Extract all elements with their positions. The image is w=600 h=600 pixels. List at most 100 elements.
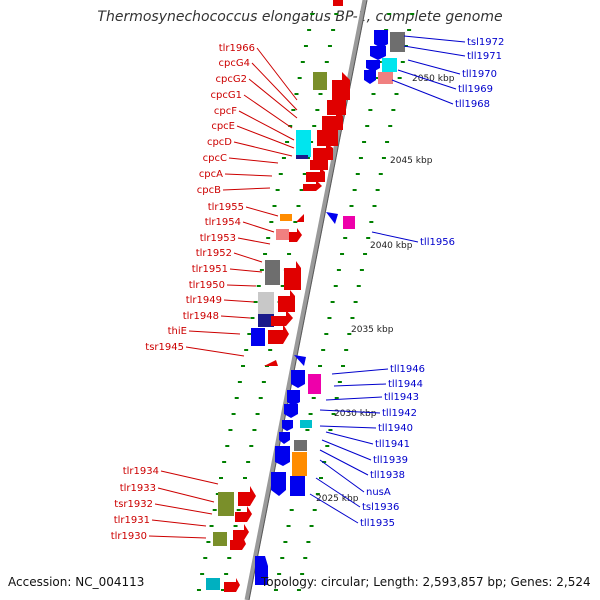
gene-label-tsr1945: tsr1945 [145, 342, 184, 353]
gene-label-cpcF: cpcF [214, 106, 237, 117]
gene-label-tlr1948: tlr1948 [183, 311, 219, 322]
gene-arrow [322, 110, 343, 130]
leader-line [407, 59, 461, 75]
gene-box [218, 492, 234, 516]
gene-label-tsl1972: tsl1972 [467, 37, 504, 48]
gene-box [300, 420, 312, 428]
gene-label-cpcD: cpcD [207, 137, 232, 148]
leader-line [185, 346, 245, 357]
gene-arrow [264, 360, 278, 366]
gene-box [378, 72, 393, 84]
leader-line [222, 187, 271, 191]
gene-arrow [282, 420, 293, 431]
gene-arrow [279, 432, 290, 444]
gene-arrow [230, 535, 246, 550]
gene-label-tll1970: tll1970 [462, 69, 497, 80]
gene-arrow [271, 472, 286, 496]
gene-arrow [366, 60, 380, 72]
leader-line [397, 69, 457, 90]
gene-label-tlr1931: tlr1931 [114, 515, 150, 526]
leader-line [251, 62, 298, 111]
gene-label-tlr1934: tlr1934 [123, 466, 159, 477]
gene-arrow [235, 506, 252, 522]
gene-box [276, 229, 289, 240]
gene-label-cpcC: cpcC [203, 153, 227, 164]
gene-label-tll1938: tll1938 [370, 470, 405, 481]
gene-arrow [275, 446, 290, 466]
forward-gene-labels: tlr1966 cpcG4 cpcG2 cpcG1 cpcF cpcE cpcD cpcC cp… [111, 43, 255, 542]
gene-label-tll1943: tll1943 [384, 392, 419, 403]
leader-line [319, 425, 377, 429]
gene-box [313, 72, 327, 90]
gene-label-tll1939: tll1939 [373, 455, 408, 466]
topology-text: Topology: circular; Length: 2,593,857 bp… [261, 575, 591, 589]
leader-line [319, 449, 369, 476]
gene-label-tsr1932: tsr1932 [114, 499, 153, 510]
gene-label-cpcG2: cpcG2 [216, 74, 247, 85]
leader-line [160, 470, 219, 485]
gene-arrow [303, 180, 322, 191]
leader-line [220, 315, 251, 319]
gene-label-tlr1933: tlr1933 [120, 483, 156, 494]
gene-arrow [291, 370, 305, 388]
gene-arrow [370, 46, 386, 60]
leader-line [245, 206, 279, 217]
gene-arrow [268, 324, 289, 344]
gene-arrow [284, 404, 298, 418]
gene-label-tlr1949: tlr1949 [186, 295, 222, 306]
leader-line [237, 237, 271, 245]
leader-line [226, 284, 257, 287]
label-leader-lines [148, 35, 466, 539]
kbp-label: 2030 kbp [334, 409, 377, 419]
accession-text: Accession: NC_004113 [8, 575, 145, 589]
gene-label-nusA: nusA [366, 487, 391, 498]
gene-box [382, 58, 397, 72]
gene-label-tll1942: tll1942 [382, 408, 417, 419]
kbp-label: 2050 kbp [412, 74, 455, 84]
gene-arrow [313, 143, 333, 160]
leader-line [403, 45, 466, 57]
gene-label-tlr1954: tlr1954 [205, 217, 241, 228]
leader-line [331, 368, 389, 375]
gene-arrow [296, 214, 304, 222]
gene-label-tlr1955: tlr1955 [208, 202, 244, 213]
tick-marks [196, 13, 415, 591]
gene-box [294, 440, 307, 451]
leader-line [148, 535, 207, 539]
leader-line [321, 439, 372, 461]
gene-box [265, 260, 280, 285]
leader-line [188, 330, 241, 335]
leader-line [224, 173, 273, 177]
gene-box [343, 216, 355, 229]
kbp-label: 2045 kbp [390, 156, 433, 166]
gene-label-cpcG1: cpcG1 [211, 90, 242, 101]
leader-line [151, 519, 207, 527]
gene-label-tlr1930: tlr1930 [111, 531, 147, 542]
gene-label-tll1946: tll1946 [390, 364, 425, 375]
genome-title: Thermosynechococcus elongatus BP-1, comp… [97, 9, 503, 25]
gene-box [296, 130, 311, 157]
kbp-label: 2025 kbp [316, 494, 359, 504]
gene-arrow [374, 30, 388, 48]
gene-box [206, 578, 220, 590]
gene-label-tlr1950: tlr1950 [189, 280, 225, 291]
kbp-label: 2040 kbp [370, 241, 413, 251]
gene-arrow [271, 310, 293, 326]
gene-arrow [294, 355, 306, 366]
leader-line [309, 493, 359, 524]
gene-arrow [238, 486, 256, 506]
leader-line [391, 79, 454, 105]
leader-line [157, 487, 215, 503]
leader-line [236, 125, 295, 149]
gene-box [290, 476, 305, 496]
leader-line [371, 231, 419, 243]
gene-label-thiE: thiE [168, 326, 187, 337]
leader-line [229, 268, 263, 273]
gene-label-tll1941: tll1941 [375, 439, 410, 450]
gene-label-tll1969: tll1969 [458, 84, 493, 95]
gene-label-cpcE: cpcE [211, 121, 235, 132]
gene-arrow [333, 0, 343, 6]
leader-line [256, 47, 298, 101]
leader-line [233, 141, 293, 157]
